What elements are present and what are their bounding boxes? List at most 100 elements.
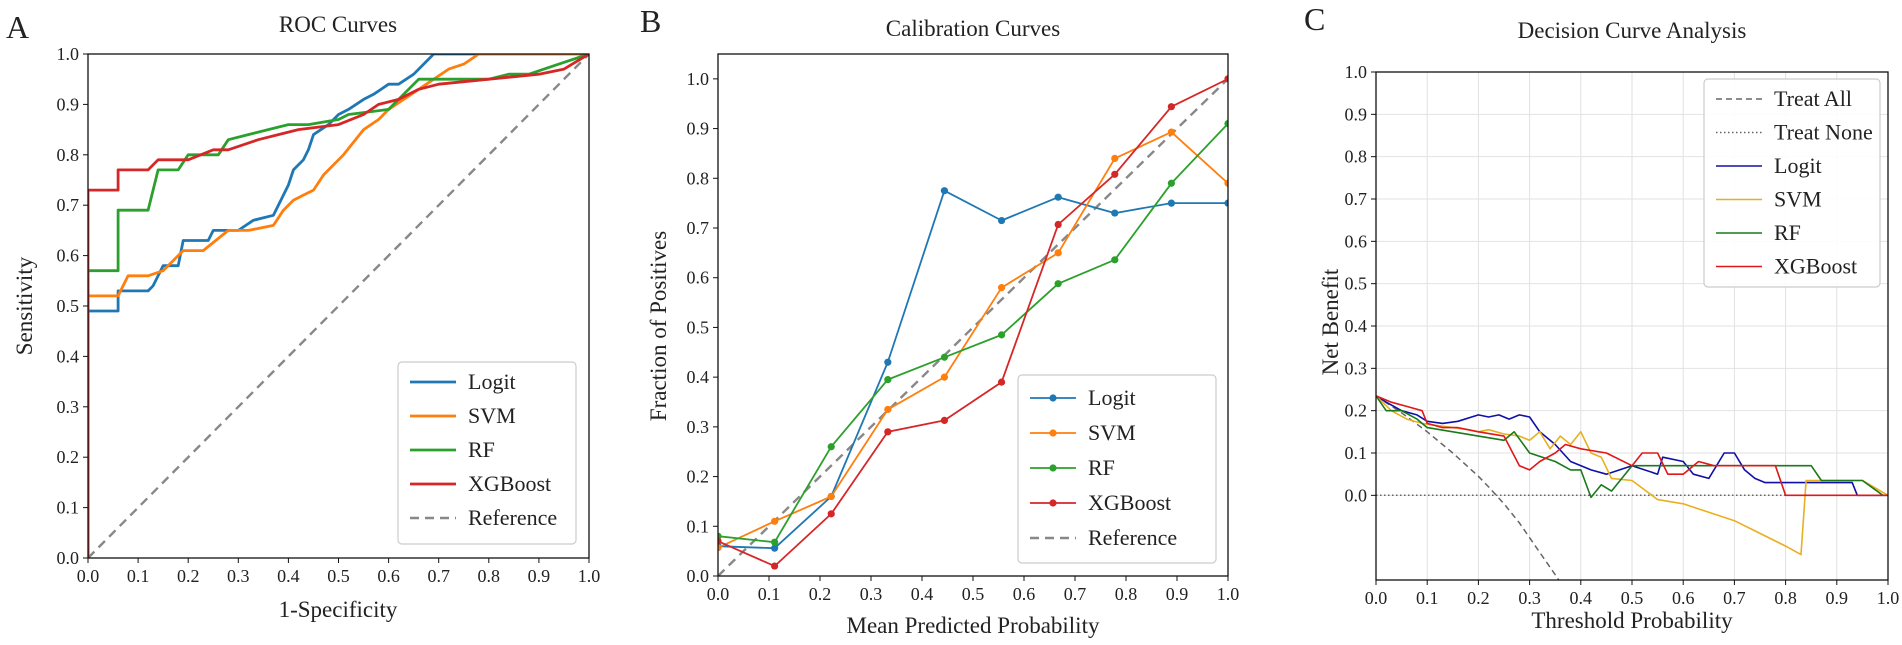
calibration-point-svm [1224, 179, 1228, 187]
calibration-legend-label: Reference [1088, 525, 1177, 550]
dca-ytick-label: 0.5 [1345, 274, 1368, 294]
calibration-ytick-label: 0.3 [687, 417, 710, 437]
calibration-legend-marker [1049, 499, 1057, 507]
dca-ytick-label: 0.6 [1345, 231, 1368, 251]
roc-legend-label: Reference [468, 505, 557, 530]
roc-ytick-label: 0.6 [57, 246, 80, 266]
dca-ytick-label: 0.8 [1345, 147, 1368, 167]
dca-xtick-label: 0.7 [1723, 588, 1746, 608]
calibration-xtick-label: 0.3 [860, 584, 883, 604]
calibration-ytick-label: 0.9 [687, 119, 710, 139]
calibration-legend-box [1017, 374, 1217, 564]
calibration-point-svm [827, 492, 835, 501]
roc-title: ROC Curves [279, 12, 397, 37]
calibration-series [718, 75, 1228, 576]
roc-xtick-label: 0.3 [227, 566, 250, 586]
roc-legend-label: SVM [468, 403, 516, 428]
calibration-point-rf [940, 353, 949, 361]
roc-series [88, 54, 589, 558]
calibration-xtick-label: 0.2 [809, 584, 832, 604]
dca-xtick-label: 0.2 [1467, 588, 1490, 608]
calibration-point-logit [1167, 199, 1175, 207]
dca-xlabel: Threshold Probability [1531, 608, 1733, 633]
roc-xtick-label: 0.0 [77, 566, 100, 586]
calibration-title: Calibration Curves [886, 16, 1060, 41]
calibration-point-xgboost [771, 562, 779, 570]
dca-legend-label: Treat None [1774, 120, 1873, 145]
calibration-line-rf [718, 122, 1228, 544]
calibration-xtick-label: 0.9 [1166, 584, 1189, 604]
calibration-point-logit [1054, 193, 1062, 201]
dca-xtick-label: 0.3 [1518, 588, 1541, 608]
roc-line-logit [88, 54, 589, 558]
calibration-point-rf [1111, 256, 1119, 264]
dca-ytick-label: 1.0 [1345, 62, 1368, 82]
dca-xtick-label: 0.4 [1570, 588, 1593, 608]
roc-ytick-label: 0.4 [57, 346, 80, 366]
roc-ytick-label: 0.5 [57, 296, 80, 316]
calibration-line-logit [718, 189, 1228, 550]
calibration-xtick-label: 0.4 [911, 584, 934, 604]
roc-xtick-label: 0.5 [327, 566, 350, 586]
roc-ytick-label: 0.9 [57, 94, 80, 114]
calibration-point-rf [1224, 120, 1228, 128]
calibration-point-xgboost [718, 537, 722, 545]
dca-ytick-label: 0.7 [1345, 189, 1368, 209]
roc-legend: Logit SVM RF XGBoost Reference [397, 361, 577, 545]
calibration-point-logit [1224, 199, 1228, 207]
roc-xtick-label: 1.0 [578, 566, 601, 586]
calibration-legend: Logit SVM RF XGBoost Reference [1017, 374, 1217, 564]
roc-xtick-label: 0.9 [528, 566, 551, 586]
dca-legend-label: SVM [1774, 187, 1822, 212]
calibration-point-svm [940, 373, 949, 381]
calibration-legend-marker [1049, 464, 1057, 472]
calibration-point-rf [884, 376, 892, 384]
calibration-xtick-label: 0.7 [1064, 584, 1087, 604]
calibration-xtick-label: 0.6 [1013, 584, 1036, 604]
calibration-point-xgboost [1167, 103, 1175, 111]
roc-xtick-label: 0.6 [377, 566, 400, 586]
calibration-legend-label: RF [1088, 455, 1115, 480]
calibration-ytick-label: 0.7 [687, 218, 710, 238]
dca-ylabel: Net Benefit [1318, 268, 1343, 375]
roc-line-svm [88, 54, 589, 558]
panel-label-a: A [6, 9, 29, 45]
roc-ytick-label: 1.0 [57, 44, 80, 64]
roc-ytick-label: 0.0 [57, 548, 80, 568]
dca-xtick-label: 0.6 [1672, 588, 1695, 608]
roc-xtick-label: 0.1 [127, 566, 150, 586]
calibration-point-xgboost [1054, 220, 1062, 229]
calibration-legend-label: Logit [1088, 385, 1136, 410]
calibration-point-xgboost [1111, 170, 1119, 178]
roc-xtick-label: 0.8 [478, 566, 501, 586]
calibration-ytick-label: 0.4 [687, 367, 710, 387]
calibration-point-xgboost [1224, 75, 1228, 83]
calibration-point-svm [718, 544, 722, 552]
calibration-point-rf [997, 331, 1006, 339]
calibration-ytick-label: 0.2 [687, 467, 710, 487]
dca-line-treat-all [1376, 395, 1560, 580]
dca-ytick-label: 0.2 [1345, 401, 1368, 421]
dca-xtick-label: 0.8 [1774, 588, 1797, 608]
calibration-point-logit [884, 358, 892, 366]
calibration-ytick-label: 0.0 [687, 566, 710, 586]
roc-ytick-label: 0.3 [57, 397, 80, 417]
calibration-xtick-label: 0.0 [707, 584, 730, 604]
dca-xtick-label: 0.1 [1416, 588, 1439, 608]
dca-series [1376, 395, 1888, 580]
calibration-legend-marker [1049, 429, 1057, 437]
dca-panel: C Decision Curve Analysis 0.0 0.1 0.2 0.3 0.… [1304, 1, 1899, 633]
roc-xtick-label: 0.2 [177, 566, 200, 586]
dca-ytick-label: 0.1 [1345, 443, 1368, 463]
dca-ytick-label: 0.4 [1345, 316, 1368, 336]
dca-xtick-label: 1.0 [1877, 588, 1900, 608]
calibration-point-xgboost [884, 428, 892, 436]
roc-legend-label: Logit [468, 369, 516, 394]
roc-legend-label: RF [468, 437, 495, 462]
dca-ytick-label: 0.0 [1345, 485, 1368, 505]
roc-xtick-label: 0.4 [277, 566, 300, 586]
roc-xlabel: 1-Specificity [279, 597, 398, 622]
calibration-legend-marker [1049, 394, 1057, 402]
roc-legend-box [397, 361, 577, 545]
dca-line-xgboost [1376, 395, 1888, 497]
